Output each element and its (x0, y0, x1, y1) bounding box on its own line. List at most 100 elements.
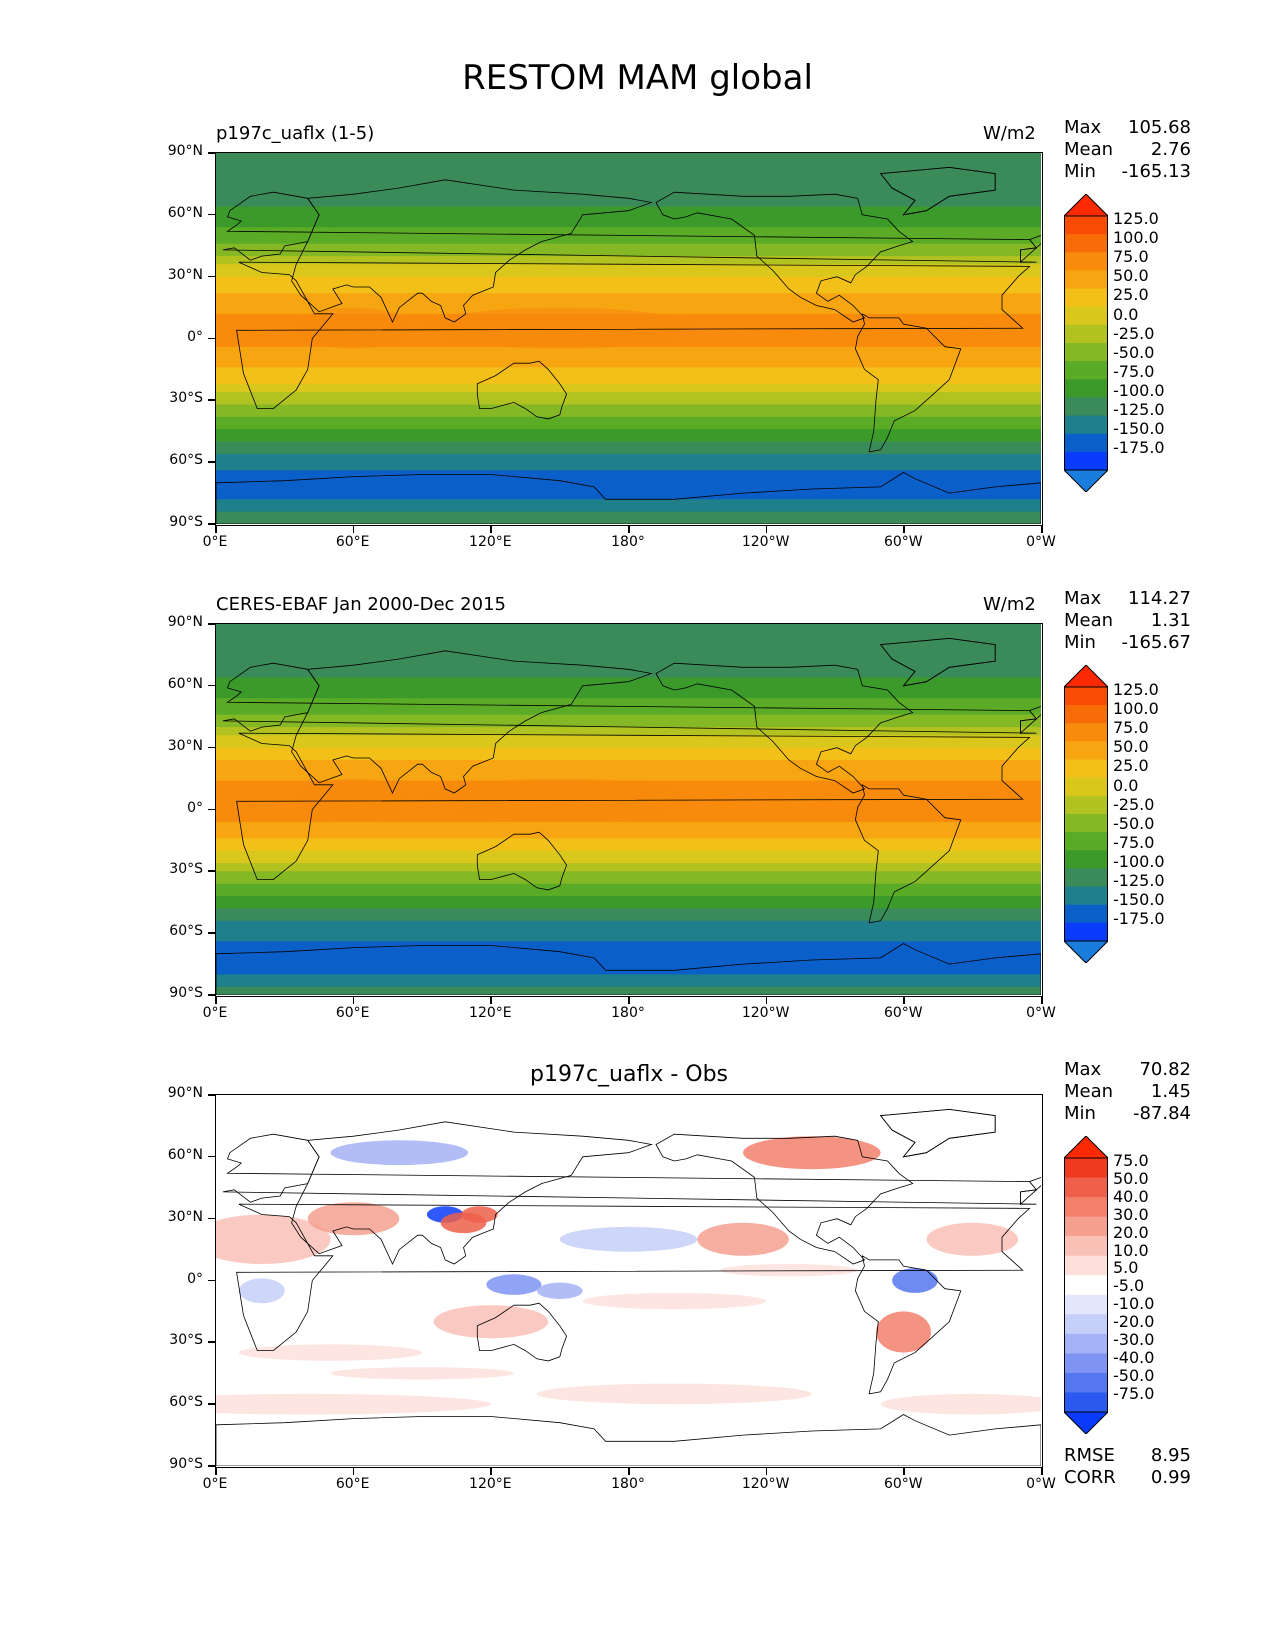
zonal-band (216, 665, 1041, 670)
colorbar-segment (1064, 415, 1108, 435)
colorbar-tick-label: -150.0 (1113, 419, 1165, 439)
stat-label: CORR (1064, 1467, 1116, 1488)
zonal-band (216, 764, 1041, 769)
coastline-asia (291, 1121, 653, 1265)
lat-tick-label: 90°N (167, 1085, 203, 1101)
stat-label: Min (1064, 632, 1096, 653)
colorbar-segment (1064, 777, 1108, 797)
stat-label: Max (1064, 1059, 1102, 1080)
zonal-band (216, 202, 1041, 208)
lat-tick-label: 60°N (167, 675, 203, 692)
lat-tick-mark (208, 337, 215, 339)
lon-tick-label: 180° (611, 534, 645, 550)
zonal-band (216, 978, 1041, 984)
zonal-band (216, 396, 1041, 401)
colorbar-tick-label: 75.0 (1113, 1151, 1149, 1170)
panel-diff: p197c_uaflx - Obs Max 70.82 Mean 1.45 Min -… (0, 942, 1275, 1492)
coastline-asia (291, 650, 653, 794)
zonal-band (216, 830, 1041, 835)
zonal-band (216, 247, 1041, 253)
anomaly-patch (582, 1292, 766, 1310)
zonal-band (216, 743, 1041, 749)
zonal-band (216, 276, 1041, 282)
zonal-band (216, 305, 1041, 311)
zonal-band (216, 908, 1041, 914)
zonal-band (216, 760, 1041, 765)
lat-tick-mark (208, 1279, 215, 1281)
zonal-band (216, 871, 1041, 876)
stat-value: -165.13 (1121, 161, 1191, 182)
lon-tick-mark (765, 526, 768, 533)
colorbar-segment (1064, 1314, 1108, 1335)
zonal-band (216, 937, 1041, 942)
colorbar-segment (1064, 252, 1108, 271)
zonal-band (216, 157, 1041, 162)
zonal-band (216, 669, 1041, 674)
zonal-band (216, 648, 1041, 654)
lon-tick-label: 0°W (1026, 534, 1056, 550)
map-svg (216, 1095, 1041, 1466)
colorbar-tick-label: 125.0 (1113, 209, 1159, 228)
colorbar-tick-label: -75.0 (1113, 361, 1155, 381)
lon-tick-label: 180° (611, 1476, 645, 1492)
anomaly-patch (559, 1226, 698, 1252)
lat-tick-label: 60°S (169, 923, 203, 940)
map-plot (215, 1094, 1043, 1468)
zonal-band (216, 400, 1041, 405)
coastline-europe (222, 1133, 1038, 1205)
zonal-band (216, 153, 1041, 158)
coastline-n-america (655, 191, 914, 323)
stat-value: 2.76 (1150, 139, 1191, 160)
colorbar-tick-label: -5.0 (1113, 1276, 1145, 1296)
zonal-band (216, 227, 1041, 232)
zonal-band (216, 437, 1041, 443)
lat-tick-mark (208, 275, 215, 278)
colorbar-tick-label: -100.0 (1113, 380, 1165, 400)
zonal-band (216, 181, 1041, 187)
zonal-band (216, 194, 1041, 199)
lon-tick-mark (1041, 1468, 1043, 1475)
lat-tick-label: 0° (187, 799, 203, 816)
zonal-band (216, 636, 1041, 642)
zonal-band (216, 735, 1041, 740)
lat-tick-mark (208, 808, 215, 810)
zonal-band (216, 458, 1041, 463)
colorbar-tick-label: -175.0 (1113, 438, 1165, 458)
colorbar-tick-label: -25.0 (1113, 323, 1155, 343)
zonal-band (216, 264, 1041, 269)
zonal-band (216, 706, 1041, 712)
zonal-band (216, 173, 1041, 179)
lat-tick-mark (208, 623, 215, 625)
lat-tick-label: 0° (187, 328, 203, 345)
colorbar-extend-min (1064, 1411, 1108, 1434)
lat-tick-mark (208, 1094, 215, 1096)
zonal-band (216, 916, 1041, 922)
lon-tick-label: 120°W (741, 1005, 790, 1021)
zonal-band (216, 644, 1041, 650)
zonal-band (216, 466, 1041, 471)
anomaly-patch (892, 1268, 938, 1293)
lat-tick-label: 60°N (167, 1146, 203, 1163)
zonal-band (216, 375, 1041, 381)
zonal-band (216, 449, 1041, 455)
zonal-band (216, 690, 1041, 695)
zonal-band (216, 685, 1041, 691)
zonal-band (216, 491, 1041, 496)
colorbar-outline (1064, 1157, 1108, 1413)
zonal-band (216, 739, 1041, 745)
colorbar-segment (1064, 723, 1108, 742)
zonal-band (216, 243, 1041, 249)
coastline-greenland-wrap (879, 166, 996, 216)
lon-tick-label: 120°E (469, 1005, 512, 1021)
zonal-band (216, 499, 1041, 504)
zonal-band (216, 714, 1041, 720)
lon-tick-mark (352, 997, 355, 1004)
zonal-band (216, 350, 1041, 356)
colorbar-segment (1064, 216, 1108, 235)
colorbar-tick-label: -50.0 (1113, 813, 1155, 833)
zonal-band (216, 519, 1041, 524)
coastline-antarctica (216, 1414, 1041, 1466)
lon-tick-label: 60°E (335, 534, 370, 550)
colorbar (1064, 194, 1108, 492)
lon-tick-mark (490, 526, 492, 533)
